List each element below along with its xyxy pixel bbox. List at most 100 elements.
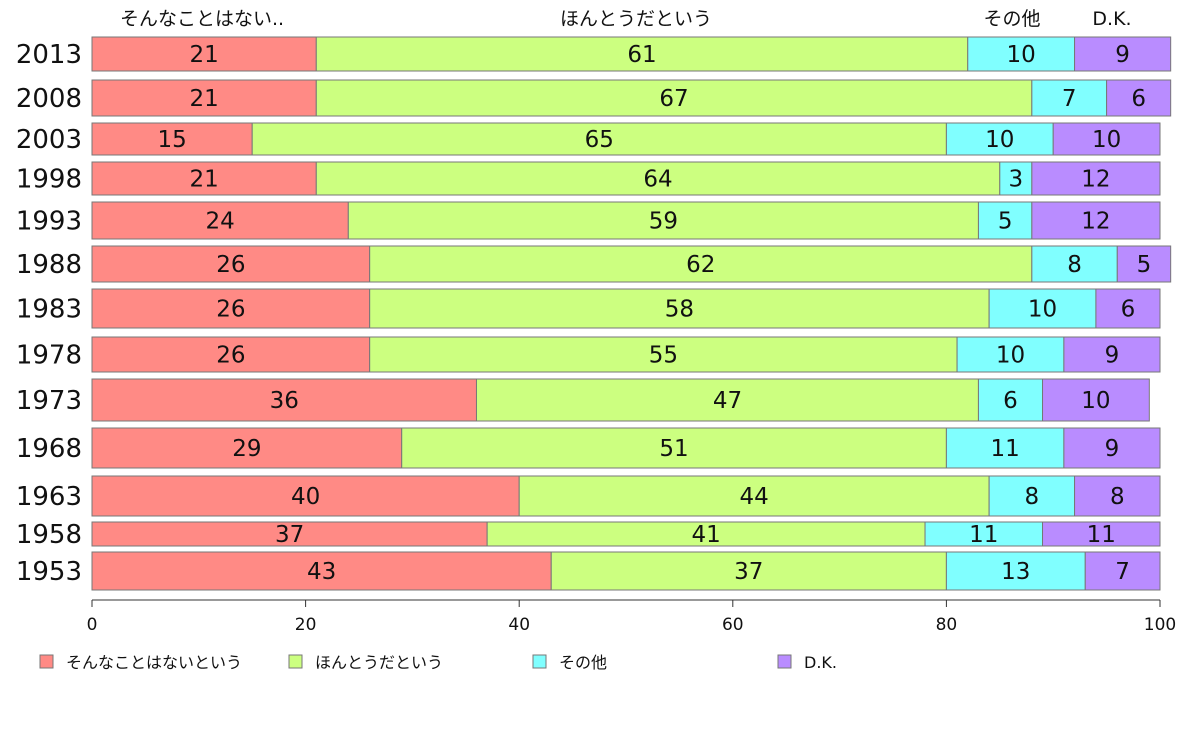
data-label-1983-3: 6 (1121, 297, 1136, 323)
data-label-1958-3: 11 (1087, 522, 1116, 548)
data-label-1978-0: 26 (216, 343, 245, 369)
bar-segment-1993-1 (347, 201, 979, 240)
year-label-1983: 1983 (16, 295, 82, 325)
legend-label-3: D.K. (804, 653, 837, 672)
bar-segment-2003-3 (1052, 122, 1161, 156)
data-label-1968-1: 51 (659, 436, 688, 462)
data-label-2003-3: 10 (1092, 127, 1121, 153)
data-label-2008-1: 67 (659, 86, 688, 112)
bar-segment-2013-3 (1074, 36, 1172, 72)
data-label-1973-0: 36 (270, 388, 299, 414)
data-label-1993-2: 5 (998, 209, 1013, 235)
bar-segment-2013-1 (315, 36, 969, 72)
bar-segment-1998-0 (91, 161, 317, 196)
data-label-1998-2: 3 (1008, 167, 1023, 193)
x-tick-label-80: 80 (936, 615, 958, 635)
bar-segment-1983-2 (988, 288, 1097, 329)
data-label-2008-0: 21 (189, 86, 218, 112)
data-label-1983-2: 10 (1028, 297, 1057, 323)
data-label-1953-2: 13 (1001, 559, 1030, 585)
bar-segment-1953-0 (91, 551, 552, 591)
data-label-1993-1: 59 (649, 209, 678, 235)
data-label-1998-3: 12 (1081, 167, 1110, 193)
x-tick-label-40: 40 (508, 615, 530, 635)
data-label-1963-2: 8 (1025, 484, 1040, 510)
bar-segment-1953-2 (945, 551, 1086, 591)
data-label-1963-0: 40 (291, 484, 320, 510)
data-label-1988-1: 62 (686, 252, 715, 278)
year-label-2013: 2013 (16, 40, 82, 70)
year-label-1963: 1963 (16, 482, 82, 512)
data-label-1978-2: 10 (996, 343, 1025, 369)
x-tick-label-20: 20 (295, 615, 317, 635)
data-label-1993-0: 24 (206, 209, 235, 235)
data-label-2008-2: 7 (1062, 86, 1077, 112)
data-label-1958-0: 37 (275, 522, 304, 548)
bar-segment-1973-3 (1042, 378, 1150, 422)
bar-segment-1973-2 (977, 378, 1044, 422)
data-label-2013-1: 61 (627, 42, 656, 68)
data-label-1978-3: 9 (1105, 343, 1120, 369)
year-label-2008: 2008 (16, 84, 82, 114)
legend-label-0: そんなことはないという (66, 653, 242, 672)
bar-segment-2008-3 (1106, 79, 1172, 117)
bar-segment-2003-1 (251, 122, 947, 156)
bar-segment-1953-1 (550, 551, 947, 591)
bar-segment-1968-0 (91, 427, 403, 469)
data-label-1988-0: 26 (216, 252, 245, 278)
data-label-1958-1: 41 (691, 522, 720, 548)
bar-segment-1968-1 (401, 427, 947, 469)
bar-segment-2013-0 (91, 36, 317, 72)
legend-swatch-2 (532, 654, 547, 669)
bar-segment-1993-3 (1031, 201, 1161, 240)
data-label-1953-0: 43 (307, 559, 336, 585)
bar-segment-1958-1 (486, 521, 926, 547)
legend-label-2: その他 (559, 653, 607, 672)
data-label-1983-0: 26 (216, 297, 245, 323)
data-label-2013-2: 10 (1007, 42, 1036, 68)
bar-segment-2003-0 (91, 122, 253, 156)
year-label-1973: 1973 (16, 386, 82, 416)
year-label-1968: 1968 (16, 434, 82, 464)
year-label-1978: 1978 (16, 341, 82, 371)
legend-swatch-0 (39, 654, 54, 669)
data-label-1968-3: 9 (1105, 436, 1120, 462)
bar-segment-1998-3 (1031, 161, 1161, 196)
bar-segment-1953-3 (1084, 551, 1161, 591)
bar-segment-2008-1 (315, 79, 1033, 117)
data-label-2013-3: 9 (1115, 42, 1130, 68)
legend-swatch-3 (777, 654, 792, 669)
bar-segment-1968-2 (945, 427, 1065, 469)
data-label-1988-2: 8 (1067, 252, 1082, 278)
top-series-label-0: そんなことはない.. (120, 8, 284, 30)
bar-segment-1973-1 (475, 378, 979, 422)
data-label-1993-3: 12 (1081, 209, 1110, 235)
data-label-1963-3: 8 (1110, 484, 1125, 510)
top-series-label-2: その他 (983, 8, 1040, 30)
bar-segment-2008-2 (1031, 79, 1108, 117)
bar-segment-2013-2 (967, 36, 1076, 72)
data-label-1963-1: 44 (740, 484, 769, 510)
data-label-1973-2: 6 (1003, 388, 1018, 414)
bar-segment-1968-3 (1063, 427, 1161, 469)
bar-segment-1988-3 (1116, 245, 1172, 283)
data-label-1953-1: 37 (734, 559, 763, 585)
year-label-1953: 1953 (16, 557, 82, 587)
year-label-2003: 2003 (16, 125, 82, 155)
data-label-1973-3: 10 (1081, 388, 1110, 414)
bar-segment-1963-1 (518, 475, 990, 517)
bar-segment-1988-2 (1031, 245, 1118, 283)
data-label-1978-1: 55 (649, 343, 678, 369)
bar-segment-1988-1 (369, 245, 1033, 283)
data-label-1983-1: 58 (665, 297, 694, 323)
legend-swatch-1 (288, 654, 303, 669)
data-label-2003-0: 15 (157, 127, 186, 153)
legend-label-1: ほんとうだという (315, 653, 443, 672)
year-label-1988: 1988 (16, 250, 82, 280)
x-tick-label-60: 60 (722, 615, 744, 635)
year-label-1993: 1993 (16, 207, 82, 237)
bar-segment-1958-3 (1042, 521, 1161, 547)
bar-segment-1978-3 (1063, 336, 1161, 373)
bar-segment-1983-0 (91, 288, 371, 329)
